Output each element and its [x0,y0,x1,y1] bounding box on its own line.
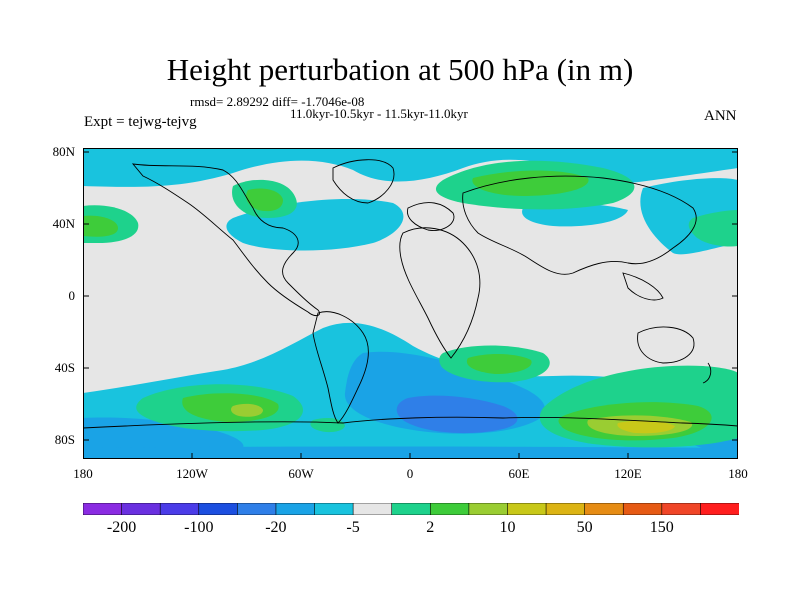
lon-label-180-right: 180 [728,466,748,481]
contour-positive-south-atlantic-small [310,418,345,433]
colorbar-swatch [198,503,239,515]
contour-positive-south-africa-core [466,354,532,374]
colorbar-swatch [314,503,354,515]
contour-negative-southern-dark [396,395,518,434]
colorbar-swatch [83,503,123,515]
colorbar-swatch [429,503,470,515]
stats-text: rmsd= 2.89292 diff= -1.7046e-08 [190,94,365,109]
colorbar-swatch [391,503,432,515]
lon-label-0: 0 [406,466,414,481]
lon-label-60w: 60W [288,466,314,481]
colorbar-label: -100 [184,519,214,536]
lon-label-120w: 120W [176,466,208,481]
contour-negative-southwest [83,417,244,456]
period-text: 11.0kyr-10.5kyr - 11.5kyr-11.0kyr [290,106,468,121]
colorbar [83,503,739,515]
colorbar-swatch [700,503,739,515]
lon-label-60e: 60E [508,466,530,481]
lon-label-180-left: 180 [73,466,93,481]
experiment-label: Expt = tejwg-tejvg [84,114,197,130]
contour-positive-south-indian-core [617,420,675,434]
colorbar-label: -20 [265,519,287,536]
contour-negative-south-strip [83,446,738,459]
colorbar-label: 150 [649,519,674,536]
coastlines [83,159,738,429]
contour-positive-greenland-core [246,188,283,212]
colorbar-swatch [468,503,509,515]
colorbar-label: 50 [576,519,593,536]
colorbar-swatch [121,503,161,515]
chart-title: Height perturbation at 500 hPa (in m) [166,52,634,87]
colorbar-label: -200 [106,519,137,536]
colorbar-label: 10 [499,519,516,536]
colorbar-swatch [622,503,663,515]
colorbar-swatch [584,503,625,515]
contour-positive-south-pacific-core [231,403,263,417]
colorbar-swatch [159,503,200,515]
colorbar-swatch [237,503,277,515]
lat-label-80s: 80S [54,432,75,447]
lon-label-120e: 120E [614,466,642,481]
lat-label-40s: 40S [54,360,75,375]
colorbar-swatch [545,503,586,515]
season-label: ANN [704,108,737,124]
lat-label-40n: 40N [52,216,75,231]
colorbar-swatch [661,503,702,515]
contour-positive-pacific-west-core [83,215,118,237]
colorbar-label: -5 [346,519,360,536]
colorbar-swatch [352,503,393,515]
contour-positive-siberia-core [472,170,589,196]
contour-positive-pacific-east [688,210,738,247]
height-perturbation-map [83,148,738,459]
contour-negative-north-band [83,148,738,187]
colorbar-swatch [275,503,316,515]
lat-label-0: 0 [68,288,76,303]
lat-label-80n: 80N [52,144,75,159]
colorbar-label: 2 [426,519,435,536]
colorbar-swatch [507,503,547,515]
map-ticks [83,151,738,459]
